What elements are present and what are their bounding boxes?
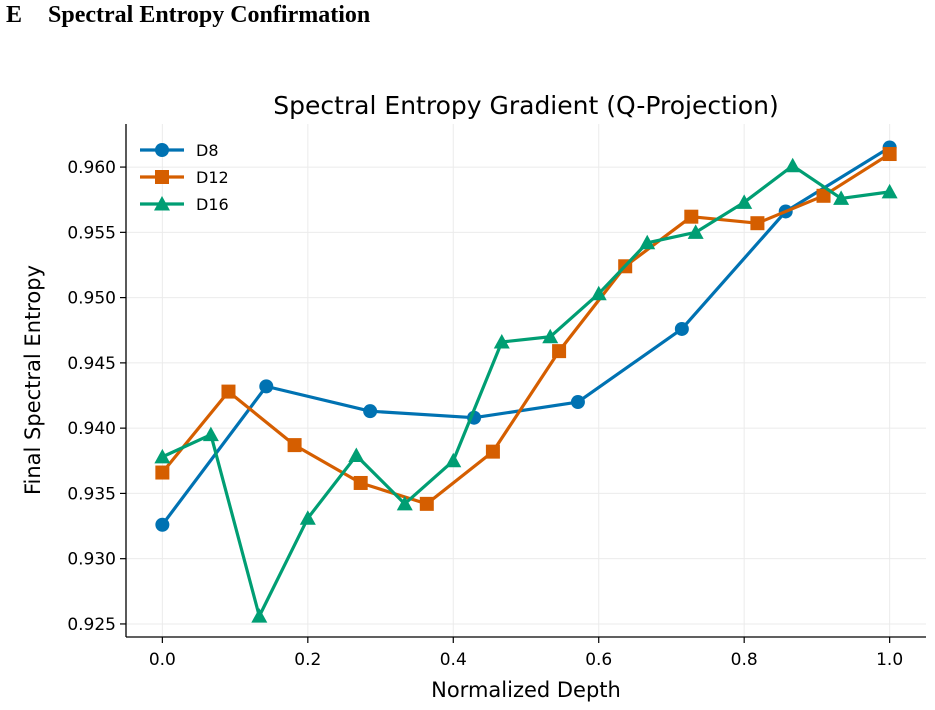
series-d8 [155, 140, 897, 532]
data-point-d16 [493, 333, 510, 349]
series-line-d12 [160, 152, 892, 506]
data-point-d12 [750, 216, 765, 231]
data-point-d12 [816, 188, 831, 203]
data-point-d16 [154, 448, 171, 464]
legend-item-d12: D12 [140, 168, 229, 187]
data-point-d16 [445, 452, 462, 468]
legend-item-d16: D16 [140, 195, 229, 214]
data-point-d12 [684, 209, 699, 224]
data-point-d12 [353, 475, 368, 490]
legend-marker [155, 170, 169, 184]
y-tick-label: 0.930 [67, 550, 116, 570]
data-point-d16 [687, 224, 704, 239]
data-point-d12 [882, 147, 897, 162]
x-tick-label: 0.8 [731, 650, 758, 670]
y-tick-label: 0.925 [67, 615, 116, 635]
series-layer [154, 140, 898, 623]
legend-marker [154, 196, 170, 211]
data-point-d16 [202, 426, 219, 442]
series-line-d8 [160, 145, 892, 527]
y-axis-label: Final Spectral Entropy [21, 265, 45, 495]
y-tick-label: 0.955 [67, 223, 116, 243]
data-point-d12 [485, 444, 500, 459]
y-tick-label: 0.945 [67, 354, 116, 374]
x-tick-label: 0.2 [294, 650, 321, 670]
x-tick-label: 1.0 [876, 650, 903, 670]
section-title: Spectral Entropy Confirmation [48, 2, 371, 28]
data-point-d12 [155, 465, 170, 480]
data-point-d16 [881, 183, 898, 199]
x-tick-label: 0.0 [149, 650, 176, 670]
x-tick-label: 0.6 [585, 650, 612, 670]
data-point-d16 [542, 328, 559, 344]
y-tick-label: 0.935 [67, 484, 116, 504]
y-tick-label: 0.950 [67, 289, 116, 309]
legend-label: D8 [196, 141, 219, 160]
x-tick-label: 0.4 [440, 650, 467, 670]
grid-lines [126, 124, 926, 637]
data-point-d8 [674, 321, 689, 336]
y-tick-label: 0.940 [67, 419, 116, 439]
x-axis-label: Normalized Depth [431, 678, 621, 702]
data-point-d16 [736, 194, 753, 209]
data-point-d12 [221, 384, 236, 399]
data-point-d16 [833, 190, 850, 205]
data-point-d12 [552, 344, 567, 359]
section-heading: E Spectral Entropy Confirmation [6, 2, 370, 29]
data-point-d16 [639, 234, 656, 250]
data-point-d16 [396, 495, 413, 511]
chart-title: Spectral Entropy Gradient (Q-Projection) [273, 91, 779, 120]
section-letter: E [6, 2, 23, 28]
data-point-d16 [348, 447, 365, 463]
data-point-d8 [259, 379, 274, 394]
legend-label: D12 [196, 168, 229, 187]
data-point-d12 [287, 438, 302, 453]
data-point-d16 [784, 157, 801, 173]
data-point-d8 [363, 404, 378, 419]
legend-label: D16 [196, 195, 229, 214]
data-point-d8 [570, 395, 585, 410]
legend: D8 D12 D16 [140, 141, 229, 214]
legend-marker [155, 143, 169, 157]
data-point-d12 [419, 496, 434, 511]
series-d12 [155, 147, 897, 511]
data-point-d16 [590, 285, 607, 301]
series-d16 [154, 157, 898, 623]
series-line-d16 [160, 164, 892, 618]
y-tick-label: 0.960 [67, 158, 116, 178]
legend-item-d8: D8 [140, 141, 219, 160]
data-point-d16 [299, 510, 316, 525]
axes: 0.0 0.2 0.4 0.6 0.8 1.0 0.925 0.930 0.935 0.940 0.… [67, 124, 926, 670]
data-point-d16 [251, 608, 268, 623]
data-point-d8 [155, 517, 170, 532]
